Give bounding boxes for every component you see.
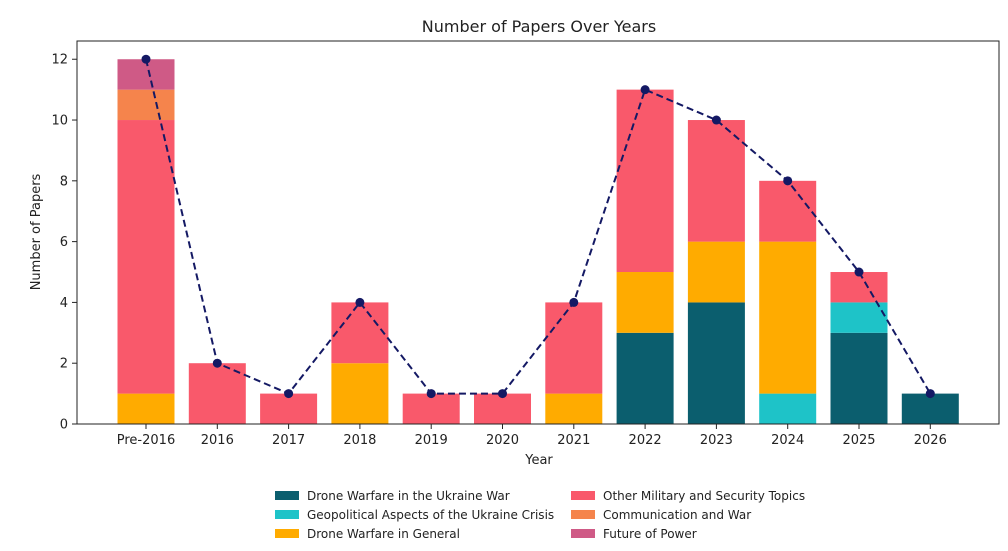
bar-2023-series-3 — [687, 120, 745, 242]
bar-pre-2016-series-4 — [117, 89, 175, 121]
totals-point-2016 — [212, 358, 222, 368]
bar-2025-series-3 — [830, 272, 888, 303]
bar-2024-series-3 — [759, 180, 817, 242]
totals-point-2021 — [569, 297, 579, 307]
x-tick-label: 2018 — [343, 433, 376, 448]
bar-2019-series-3 — [402, 393, 460, 424]
bar-pre-2016-series-5 — [117, 59, 175, 90]
x-axis: Pre-2016 2016 2017 2018 2019 2020 2021 2022 2023… — [117, 424, 947, 448]
bar-2026-series-0 — [901, 393, 959, 424]
legend-label-3: Other Military and Security Topics — [603, 489, 805, 503]
bar-2021-series-3 — [545, 302, 603, 394]
y-tick-label: 8 — [60, 174, 68, 189]
x-tick-label: 2026 — [914, 433, 947, 448]
legend-label-1: Geopolitical Aspects of the Ukraine Cris… — [307, 508, 554, 522]
bar-2025-series-1 — [830, 302, 888, 333]
bar-pre-2016-series-2 — [117, 393, 175, 424]
bar-2023-series-0 — [687, 302, 745, 424]
bar-pre-2016-series-3 — [117, 120, 175, 394]
totals-point-2018 — [355, 297, 365, 307]
legend-swatch-4 — [571, 510, 595, 519]
totals-point-pre-2016 — [141, 54, 151, 64]
legend-label-0: Drone Warfare in the Ukraine War — [307, 489, 510, 503]
legend-swatch-0 — [275, 491, 299, 500]
bar-2018-series-3 — [331, 302, 389, 364]
y-axis-label: Number of Papers — [29, 173, 44, 290]
bar-2024-series-1 — [759, 393, 817, 424]
x-tick-label: 2024 — [771, 433, 804, 448]
legend-label-5: Future of Power — [603, 527, 697, 541]
totals-point-2019 — [426, 389, 436, 399]
x-tick-label: Pre-2016 — [117, 433, 175, 448]
bar-2023-series-2 — [687, 241, 745, 303]
x-tick-label: 2022 — [629, 433, 662, 448]
legend-label-4: Communication and War — [603, 508, 751, 522]
plot-frame — [76, 40, 1000, 425]
legend-label-2: Drone Warfare in General — [307, 527, 460, 541]
y-tick-label: 10 — [51, 114, 68, 129]
totals-point-2025 — [854, 267, 864, 277]
totals-point-2017 — [284, 389, 294, 399]
x-tick-label: 2021 — [557, 433, 590, 448]
bar-2022-series-3 — [616, 89, 674, 273]
x-axis-label: Year — [524, 453, 553, 468]
x-tick-label: 2016 — [201, 433, 234, 448]
bar-2016-series-3 — [188, 363, 246, 424]
bar-2020-series-3 — [474, 393, 531, 424]
legend: Drone Warfare in the Ukraine War Geopolit… — [275, 489, 805, 541]
x-tick-label: 2017 — [272, 433, 305, 448]
totals-line — [145, 59, 932, 395]
bar-2022-series-2 — [616, 272, 674, 333]
chart-title: Number of Papers Over Years — [422, 17, 656, 36]
legend-swatch-1 — [275, 510, 299, 519]
totals-point-2026 — [925, 389, 935, 399]
legend-swatch-5 — [571, 529, 595, 538]
x-tick-label: 2020 — [486, 433, 519, 448]
totals-point-2023 — [711, 115, 721, 125]
y-tick-label: 4 — [60, 296, 68, 311]
x-tick-label: 2019 — [415, 433, 448, 448]
bars-layer — [117, 59, 959, 424]
bar-2017-series-3 — [260, 393, 318, 424]
y-tick-label: 12 — [51, 53, 68, 68]
bar-2025-series-0 — [830, 332, 888, 424]
legend-swatch-2 — [275, 529, 299, 538]
x-tick-label: 2023 — [700, 433, 733, 448]
y-axis: 0 2 4 6 8 10 12 — [51, 53, 77, 433]
totals-point-2020 — [498, 389, 507, 399]
y-tick-label: 6 — [60, 235, 68, 250]
legend-swatch-3 — [571, 491, 595, 500]
bar-2021-series-2 — [545, 393, 603, 424]
bar-2024-series-2 — [759, 241, 817, 394]
totals-point-2024 — [783, 176, 793, 186]
totals-line-layer — [141, 54, 935, 399]
bar-2018-series-2 — [331, 363, 389, 424]
totals-point-2022 — [640, 85, 650, 95]
y-tick-label: 2 — [60, 357, 68, 372]
bar-2022-series-0 — [616, 332, 674, 424]
y-tick-label: 0 — [60, 418, 68, 433]
x-tick-label: 2025 — [842, 433, 875, 448]
